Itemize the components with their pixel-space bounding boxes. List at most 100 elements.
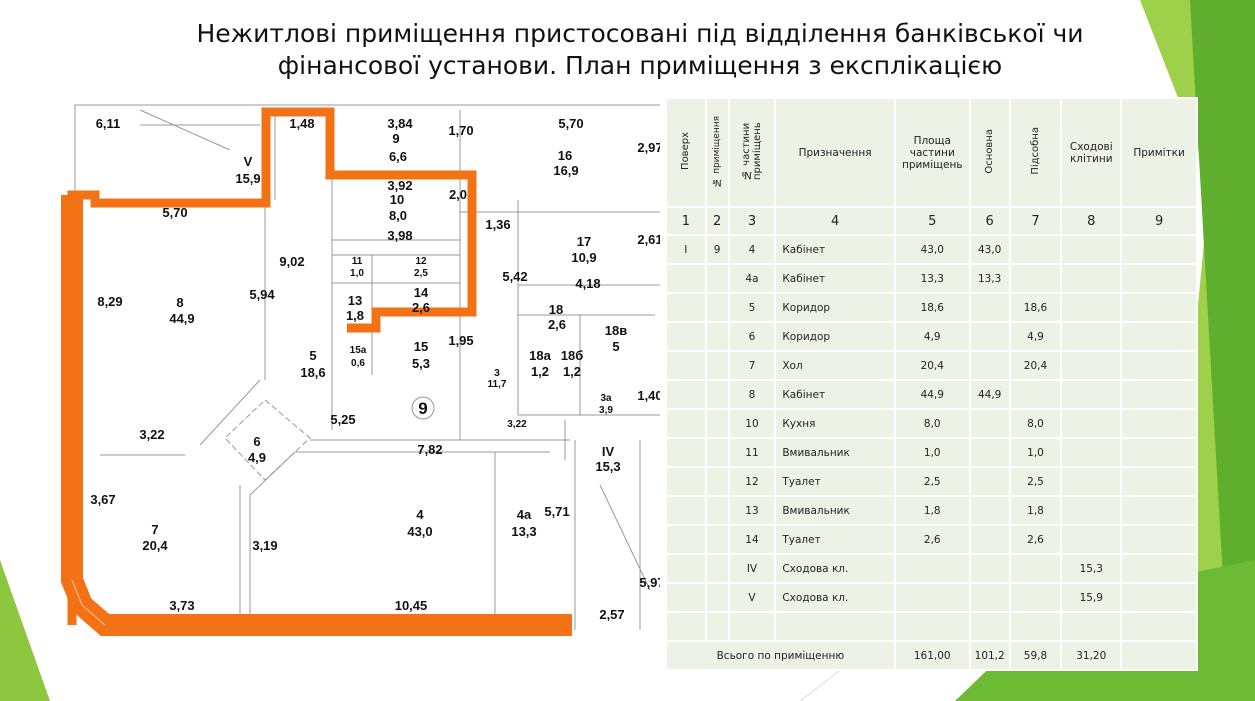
table-cell: Коридор — [774, 321, 896, 352]
table-cell — [704, 466, 730, 497]
table-row — [665, 611, 1198, 642]
table-cell — [1008, 582, 1063, 613]
title-line-2: фінансової установи. План приміщення з е… — [277, 51, 1003, 80]
table-cell — [1120, 582, 1198, 613]
table-cell — [1060, 495, 1123, 526]
plan-label: 10,45 — [395, 598, 428, 613]
total-stairs: 31,20 — [1060, 640, 1123, 671]
table-cell — [704, 437, 730, 468]
plan-label: 3,84 — [387, 116, 413, 131]
plan-label: 3,22 — [507, 419, 527, 430]
header-stairs: Сходові клітини — [1060, 97, 1123, 208]
table-cell — [1008, 234, 1063, 265]
table-cell: 10 — [727, 408, 777, 439]
table-cell — [665, 582, 707, 613]
plan-label: 1,48 — [289, 116, 314, 131]
plan-label: 8,0 — [389, 208, 407, 223]
table-cell — [1060, 379, 1123, 410]
table-row: 6 Коридор 4,9 4,9 — [665, 321, 1198, 352]
table-cell — [1060, 321, 1123, 352]
plan-label: 13 — [348, 293, 362, 308]
table-cell: 20,4 — [1008, 350, 1063, 381]
table-cell — [1060, 437, 1123, 468]
table-cell — [665, 350, 707, 381]
plan-label: V — [244, 154, 253, 169]
table-cell — [1008, 611, 1063, 642]
plan-label: 5,3 — [412, 356, 430, 371]
plan-label: 2,6 — [412, 300, 430, 315]
plan-label: 3,92 — [387, 178, 412, 193]
table-cell — [665, 292, 707, 323]
plan-label: 4,9 — [248, 450, 266, 465]
plan-label: 13,3 — [511, 524, 536, 539]
table-cell: 43,0 — [893, 234, 971, 265]
table-cell: 15,9 — [1060, 582, 1123, 613]
table-cell: 44,9 — [968, 379, 1011, 410]
table-cell — [704, 408, 730, 439]
table-cell: 43,0 — [968, 234, 1011, 265]
plan-label: 0,6 — [351, 358, 365, 369]
room-labels: 6,11 1,48 3,84 9 6,6 1,70 5,70 2,97 16 1… — [90, 116, 660, 622]
plan-label: 7 — [151, 522, 158, 537]
plan-label: 18,6 — [300, 365, 325, 380]
decor-triangle-left — [0, 560, 50, 701]
table-cell — [704, 292, 730, 323]
plan-label: 15 — [414, 339, 428, 354]
table-cell: Кабінет — [774, 234, 896, 265]
table-row: I 9 4 Кабінет 43,0 43,0 — [665, 234, 1198, 265]
table-cell — [968, 408, 1011, 439]
plan-label: 18б — [561, 348, 584, 363]
table-cell — [1120, 321, 1198, 352]
table-row: 13 Вмивальник 1,8 1,8 — [665, 495, 1198, 526]
plan-label: 15,3 — [595, 459, 620, 474]
plan-label: 8 — [176, 295, 183, 310]
table-cell: Туалет — [774, 466, 896, 497]
plan-label: 5,94 — [249, 287, 275, 302]
table-cell — [1120, 408, 1198, 439]
plan-label: 4а — [517, 507, 532, 522]
plan-label: 18в — [605, 323, 627, 338]
slide-title: Нежитлові приміщення пристосовані під ві… — [100, 18, 1180, 82]
plan-label: 3,73 — [169, 598, 194, 613]
plan-label: 2,97 — [637, 140, 660, 155]
plan-label: 5,71 — [544, 504, 569, 519]
table-cell — [704, 524, 730, 555]
table-cell: Сходова кл. — [774, 553, 896, 584]
plan-label: 1,2 — [563, 364, 581, 379]
table-cell — [968, 495, 1011, 526]
table-cell: 4 — [727, 234, 777, 265]
plan-label: IV — [602, 444, 615, 459]
plan-label: 1,2 — [531, 364, 549, 379]
table-cell: 2,6 — [893, 524, 971, 555]
table-cell — [1060, 350, 1123, 381]
plan-label: 3а — [600, 393, 612, 404]
table-cell: 12 — [727, 466, 777, 497]
table-cell: 8 — [727, 379, 777, 410]
table-cell: Вмивальник — [774, 437, 896, 468]
table-cell — [774, 611, 896, 642]
table-row: 5 Коридор 18,6 18,6 — [665, 292, 1198, 323]
table-cell — [665, 611, 707, 642]
header-part-number: № частини приміщень — [740, 122, 763, 180]
table-cell: 18,6 — [893, 292, 971, 323]
table-cell — [893, 582, 971, 613]
plan-label: 1,8 — [346, 308, 364, 323]
table-cell — [968, 350, 1011, 381]
table-cell: 7 — [727, 350, 777, 381]
table-cell: 13,3 — [893, 263, 971, 294]
table-cell — [665, 495, 707, 526]
total-area: 161,00 — [893, 640, 971, 671]
table-row: 14 Туалет 2,6 2,6 — [665, 524, 1198, 555]
table-cell — [665, 466, 707, 497]
plan-label: 17 — [577, 234, 591, 249]
table-cell — [727, 611, 777, 642]
table-cell — [1120, 524, 1198, 555]
table-cell — [665, 321, 707, 352]
header-purpose: Призначення — [774, 97, 896, 208]
plan-boundary-wall — [67, 107, 477, 625]
plan-label: 5 — [309, 348, 316, 363]
table-cell: 8,0 — [1008, 408, 1063, 439]
table-cell — [704, 495, 730, 526]
table-row: 12 Туалет 2,5 2,5 — [665, 466, 1198, 497]
